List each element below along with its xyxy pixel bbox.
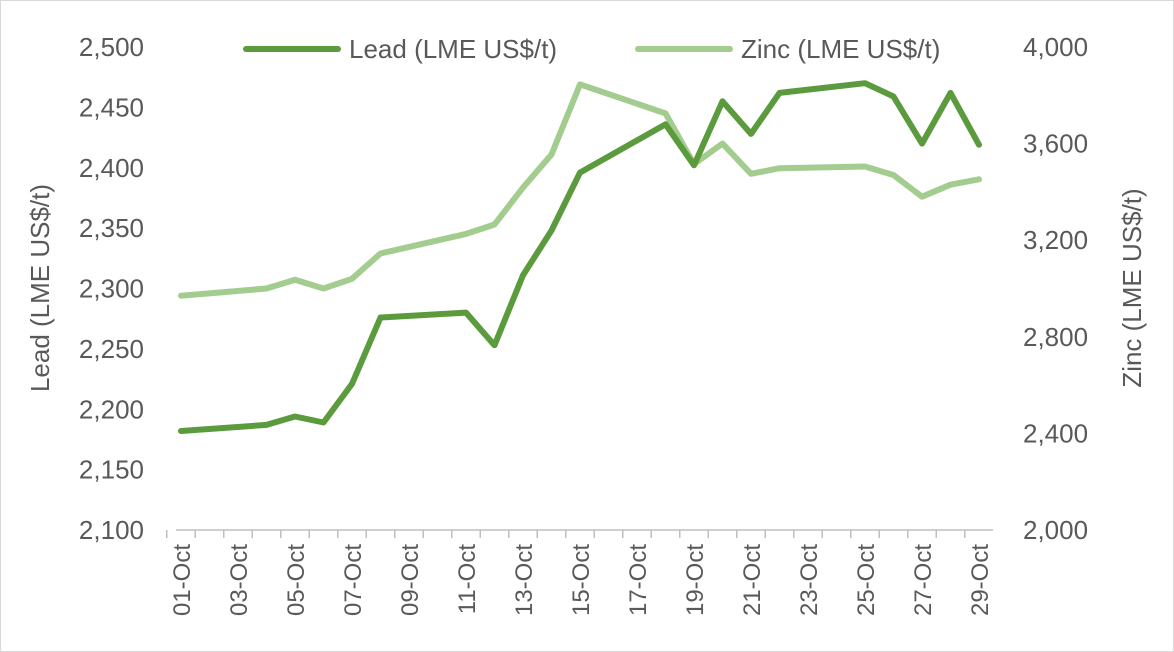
x-tick-label: 05-Oct [283,544,310,616]
x-tick-label: 15-Oct [568,544,595,616]
left-y-tick-label: 2,300 [79,274,144,304]
right-y-tick-label: 2,400 [1023,418,1088,448]
x-tick-label: 25-Oct [853,544,880,616]
legend-label: Zinc (LME US$/t) [741,34,940,64]
axes: 01-Oct 03-Oct 05-Oct 07-Oct 09-Oct 11-Oct 13-O… [79,32,1088,616]
x-tick-label: 01-Oct [169,544,196,616]
x-tick-label: 11-Oct [454,544,481,615]
x-tick-label: 29-Oct [967,544,994,616]
x-tick-label: 23-Oct [796,544,823,616]
series-layer [178,80,982,434]
legend: Lead (LME US$/t) Zinc (LME US$/t) [243,34,940,64]
right-y-tick-label: 3,600 [1023,129,1088,159]
left-y-tick-label: 2,350 [79,213,144,243]
left-axis-title: Lead (LME US$/t) [25,184,55,392]
right-y-tick-label: 2,000 [1023,515,1088,545]
x-tick-label: 17-Oct [625,544,652,616]
right-y-tick-label: 4,000 [1023,32,1088,62]
x-tick-label: 09-Oct [397,544,424,616]
legend-label: Lead (LME US$/t) [349,34,557,64]
left-y-tick-label: 2,250 [79,334,144,364]
x-tick-label: 03-Oct [226,544,253,616]
right-axis-title: Zinc (LME US$/t) [1117,188,1147,387]
left-y-tick-label: 2,450 [79,92,144,122]
x-tick-label: 21-Oct [739,544,766,616]
right-y-tick-label: 3,200 [1023,225,1088,255]
right-y-tick-label: 2,800 [1023,322,1088,352]
zinc-series-line [178,81,982,299]
x-tick-label: 19-Oct [682,544,709,616]
left-y-tick-label: 2,500 [79,32,144,62]
left-y-tick-label: 2,100 [79,515,144,545]
x-tick-label: 27-Oct [910,544,937,616]
x-tick-label: 07-Oct [340,544,367,616]
left-y-tick-label: 2,200 [79,394,144,424]
x-tick-label: 13-Oct [511,544,538,616]
left-y-tick-label: 2,400 [79,153,144,183]
left-y-tick-label: 2,150 [79,455,144,485]
lead-series-line [178,80,982,434]
